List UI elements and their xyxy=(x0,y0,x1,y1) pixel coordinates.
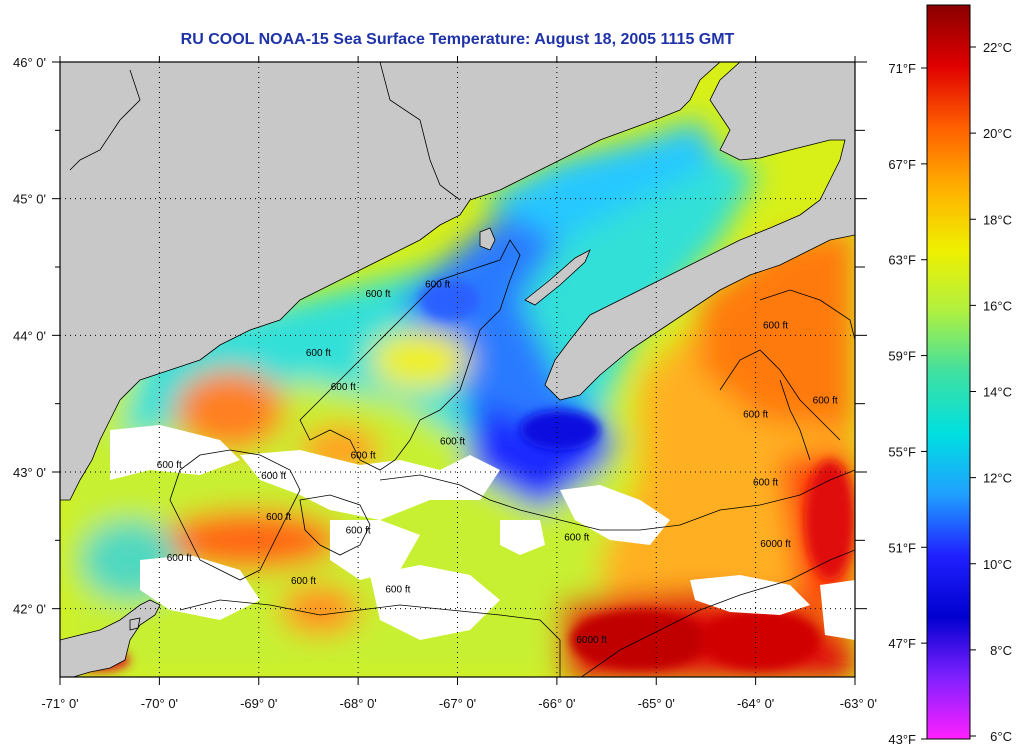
celsius-label: 6°C xyxy=(990,729,1012,744)
contour-label: 600 ft xyxy=(440,437,465,448)
contour-label: 600 ft xyxy=(365,289,390,300)
lat-tick-label: 45° 0' xyxy=(13,192,46,207)
contour-label: 600 ft xyxy=(743,409,768,420)
bathymetry-contours xyxy=(169,239,855,677)
contour-label: 600 ft xyxy=(564,532,589,543)
contour-label: 600 ft xyxy=(385,584,410,595)
lat-tick-label: 44° 0' xyxy=(13,328,46,343)
contour-label: 600 ft xyxy=(351,450,376,461)
lon-tick-label: -71° 0' xyxy=(41,696,78,711)
lon-tick-label: -65° 0' xyxy=(638,696,675,711)
fahrenheit-label: 71°F xyxy=(888,61,916,76)
contour-label: 6000 ft xyxy=(760,539,791,550)
celsius-label: 12°C xyxy=(983,471,1012,486)
map-title: RU COOL NOAA-15 Sea Surface Temperature:… xyxy=(180,31,735,48)
contour-label: 600 ft xyxy=(266,512,291,523)
colorbar-fahrenheit-labels: 71°F 67°F 63°F 59°F 55°F 51°F 47°F 43°F xyxy=(888,61,927,747)
contour-label: 600 ft xyxy=(753,478,778,489)
fahrenheit-label: 67°F xyxy=(888,157,916,172)
fahrenheit-label: 43°F xyxy=(888,732,916,747)
celsius-label: 22°C xyxy=(983,40,1012,55)
lat-tick-label: 42° 0' xyxy=(13,602,46,617)
political-boundaries xyxy=(69,62,461,201)
lon-tick-label: -69° 0' xyxy=(240,696,277,711)
colorbar-celsius-labels: 22°C 20°C 18°C 16°C 14°C 12°C 10°C 8°C 6°C xyxy=(970,40,1012,744)
celsius-label: 8°C xyxy=(990,643,1012,658)
contour-label: 600 ft xyxy=(306,348,331,359)
fahrenheit-label: 59°F xyxy=(888,349,916,364)
contour-label: 600 ft xyxy=(167,553,192,564)
fahrenheit-label: 55°F xyxy=(888,444,916,459)
lon-tick-label: -70° 0' xyxy=(141,696,178,711)
colorbar: 22°C 20°C 18°C 16°C 14°C 12°C 10°C 8°C 6°C 71°F 6… xyxy=(888,4,1012,747)
colorbar-gradient xyxy=(926,4,971,740)
contour-label: 600 ft xyxy=(425,280,450,291)
celsius-label: 14°C xyxy=(983,385,1012,400)
lon-tick-label: -68° 0' xyxy=(339,696,376,711)
lon-tick-label: -67° 0' xyxy=(439,696,476,711)
lon-tick-label: -64° 0' xyxy=(737,696,774,711)
fahrenheit-label: 47°F xyxy=(888,636,916,651)
celsius-label: 10°C xyxy=(983,557,1012,572)
map-plot-area[interactable]: 600 ft 600 ft 600 ft 600 ft 600 ft 600 ft 600 … xyxy=(60,62,855,680)
lat-tick-label: 43° 0' xyxy=(13,465,46,480)
contour-label: 600 ft xyxy=(346,526,371,537)
celsius-label: 16°C xyxy=(983,298,1012,313)
celsius-label: 18°C xyxy=(983,212,1012,227)
land xyxy=(60,62,855,677)
contour-label: 600 ft xyxy=(763,321,788,332)
fahrenheit-label: 51°F xyxy=(888,540,916,555)
contour-label: 600 ft xyxy=(331,382,356,393)
lat-tick-label: 46° 0' xyxy=(13,55,46,70)
latitude-axis: 46° 0' 45° 0' 44° 0' 43° 0' 42° 0' xyxy=(13,55,867,617)
fahrenheit-label: 63°F xyxy=(888,253,916,268)
contour-label: 600 ft xyxy=(157,460,182,471)
contour-label: 600 ft xyxy=(261,471,286,482)
contour-label: 6000 ft xyxy=(576,635,607,646)
longitude-axis: -71° 0' -70° 0' -69° 0' -68° 0' -67° 0' -66° … xyxy=(41,56,877,711)
lon-tick-label: -63° 0' xyxy=(840,696,877,711)
celsius-label: 20°C xyxy=(983,126,1012,141)
contour-labels: 600 ft 600 ft 600 ft 600 ft 600 ft 600 ft 600 … xyxy=(157,280,838,646)
lon-tick-label: -66° 0' xyxy=(538,696,575,711)
contour-label: 600 ft xyxy=(813,396,838,407)
cloud-mask xyxy=(60,210,855,640)
contour-label: 600 ft xyxy=(291,576,316,587)
